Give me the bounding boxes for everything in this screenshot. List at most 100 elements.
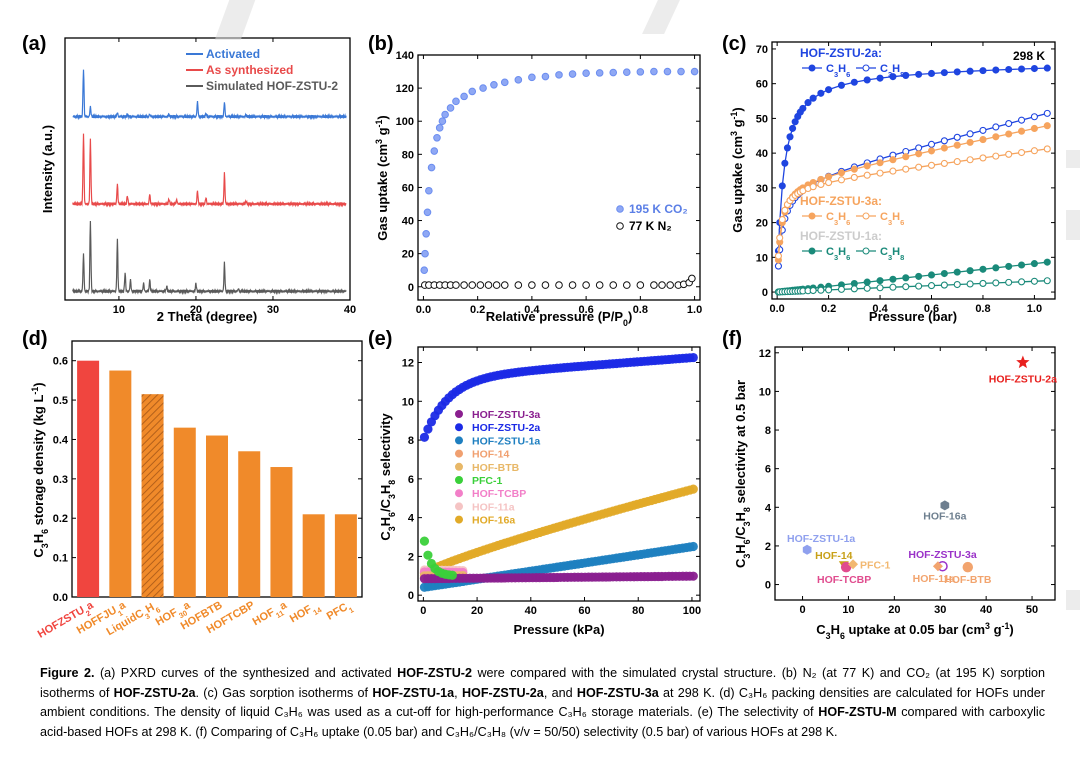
watermark-shape (1066, 210, 1080, 240)
y-tick-label: 12 (402, 358, 414, 370)
data-point (778, 216, 786, 224)
data-point (658, 281, 666, 289)
text-part: 6 (387, 512, 397, 517)
text-part: Gas uptake (cm (375, 144, 390, 241)
legend-entry: PFC-1 (472, 475, 502, 487)
legend-entry: C3H6 (880, 211, 904, 227)
panel-label: (a) (22, 33, 46, 55)
data-point (1005, 262, 1013, 270)
data-point (446, 104, 455, 112)
y-tick-label: 80 (402, 149, 414, 161)
text-part: 3 (834, 70, 838, 79)
text-part: C (880, 246, 888, 258)
plot-frame (417, 54, 701, 301)
x-tick-label: 1.0 (1027, 303, 1042, 315)
x-tick-label: PFC1 (325, 599, 355, 626)
legend-entry: HOF-16a (472, 515, 515, 527)
data-point (902, 274, 910, 282)
data-point (825, 173, 833, 181)
text-part: 3 (742, 554, 752, 559)
data-point (514, 281, 523, 289)
data-point (582, 281, 590, 289)
data-point (609, 68, 618, 77)
y-tick-label: 10 (759, 386, 771, 398)
data-point (809, 286, 817, 295)
text-part: 8 (742, 507, 752, 512)
data-point (500, 281, 509, 289)
caption-segment: HOF-ZSTU-2a (461, 685, 544, 700)
legend-marker (455, 449, 463, 458)
y-tick-label: 6 (408, 474, 414, 486)
y-axis-label: Intensity (a.u.) (40, 125, 55, 213)
panel-label: (f) (722, 328, 742, 350)
x-tick-label: 0.2 (470, 304, 485, 316)
data-point (1005, 120, 1013, 128)
data-point (953, 268, 961, 276)
x-tick-label: 40 (525, 605, 537, 617)
point-label: PFC-1 (860, 559, 890, 571)
data-point (979, 126, 987, 134)
legend-entry: C3H6 (826, 246, 850, 262)
legend-entry: HOF-ZSTU-2a (472, 422, 540, 434)
legend-group-title: HOF-ZSTU-3a: (800, 194, 882, 208)
data-point (786, 133, 794, 141)
panel-b: (b) 0.0 0.2 0.4 0.6 0.8 1.0 0 20 40 60 80 100 120 140 G… (368, 33, 702, 328)
text-part: 3 (40, 543, 50, 548)
text-part: /C (378, 498, 393, 512)
data-point (468, 87, 477, 96)
data-point (1018, 278, 1026, 286)
data-point (528, 73, 536, 82)
data-point (783, 144, 791, 152)
data-point (804, 99, 812, 107)
y-tick-label: 20 (756, 218, 768, 230)
data-point (688, 484, 698, 494)
data-point (809, 94, 817, 102)
y-tick-label: 100 (396, 116, 414, 128)
y-tick-label: 0.5 (53, 395, 68, 407)
panel-label: (d) (22, 328, 48, 350)
data-point (1005, 150, 1013, 158)
caption-segment: at 298 K. (d) C₃H₆ packing densities are… (40, 685, 1046, 720)
y-tick-label: 0.6 (53, 356, 68, 368)
y-tick-label: 140 (396, 50, 414, 62)
text-part: H (892, 63, 900, 75)
data-point (940, 281, 948, 289)
data-point (940, 137, 948, 145)
data-point (1005, 278, 1013, 286)
data-point (889, 283, 897, 291)
data-point (915, 163, 923, 171)
data-point (1018, 116, 1026, 124)
x-tick-label: 30 (267, 304, 279, 316)
x-tick-label: 40 (980, 604, 992, 616)
y-tick-label: 8 (408, 435, 414, 447)
y-axis-label: C3H6/C3H8 selectivity (378, 413, 397, 541)
text-part: H (733, 512, 748, 521)
data-point (688, 274, 696, 283)
x-tick-label: 0.4 (524, 304, 540, 316)
x-axis-label: Pressure (kPa) (513, 622, 604, 637)
data-point (622, 281, 631, 289)
x-tick-label: 1.0 (687, 304, 702, 316)
text-part: 6 (846, 70, 850, 79)
text-part: H (892, 211, 900, 223)
bar (270, 467, 293, 597)
data-point (528, 281, 536, 289)
x-tick-label: 0.6 (924, 303, 939, 315)
legend-marker (616, 222, 624, 230)
x-axis-label: C3H6 uptake at 0.05 bar (cm3 g-1) (816, 621, 1013, 641)
data-point (1018, 261, 1026, 269)
legend-marker (862, 64, 870, 72)
data-point (940, 69, 948, 77)
legend-marker (455, 502, 463, 511)
data-point (555, 281, 563, 289)
legend-entry: HOF-11a (472, 501, 515, 513)
legend-marker (616, 205, 624, 213)
data-point (902, 283, 910, 291)
data-point (636, 68, 645, 76)
text-part: C (826, 63, 834, 75)
caption-segment: HOF-ZSTU-3a (576, 685, 659, 700)
data-point (460, 92, 468, 101)
y-tick-label: 0.1 (53, 553, 68, 565)
legend-marker (808, 212, 816, 220)
